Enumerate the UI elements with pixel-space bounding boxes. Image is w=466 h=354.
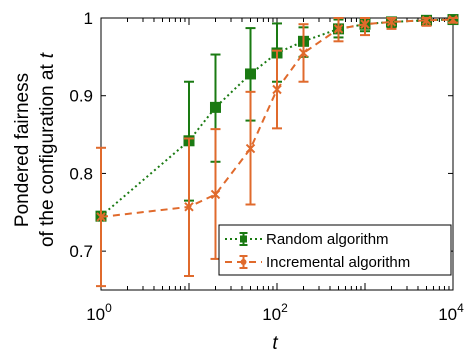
data-point [448,14,458,25]
x-tick-label-base: 10 [86,305,105,324]
x-tick-label: 102 [262,301,288,324]
x-tick-label-base: 10 [262,305,281,324]
legend-entry-random: Random algorithm [225,231,389,248]
data-point [421,15,432,26]
legend-marker-sample [240,259,247,265]
x-tick-label: 104 [438,301,464,324]
y-axis-label-line2: of the configuration at [37,64,58,247]
data-point [184,202,194,212]
legend-box [218,224,452,276]
y-axis-label-line1: Pondered fairness [12,73,33,227]
data-point [209,101,221,113]
series-line [100,18,454,218]
data-point [272,84,282,95]
x-tick-label-exponent: 0 [105,301,112,315]
y-tick-label: 0.8 [69,164,93,183]
data-point [96,212,106,222]
series-line [100,18,454,217]
series-incremental [96,14,458,288]
legend-entry-incremental: Incremental algorithm [225,254,410,271]
y-tick-label: 0.9 [69,87,93,106]
x-tick-label-base: 10 [438,305,457,324]
y-tick-label: 0.7 [69,242,93,261]
legend-label-incremental: Incremental algorithm [266,254,410,271]
x-axis-label: t [272,333,278,354]
data-point [245,143,256,154]
data-point [298,48,309,58]
x-tick-label: 100 [86,301,112,324]
x-tick-label-exponent: 2 [281,301,288,315]
data-point [386,17,397,27]
y-axis-label-variable: t [37,52,58,58]
data-point [245,68,257,80]
data-point [360,19,370,29]
data-point [210,189,221,200]
y-axis-label-second: of the configuration at t [37,52,58,247]
legend-label-random: Random algorithm [266,231,389,248]
legend-marker-sample [240,235,247,243]
legend: Random algorithm Incremental algorithm [218,224,452,276]
data-point [333,24,344,34]
x-tick-label-exponent: 4 [457,301,464,315]
y-axis-label: Pondered fairness [12,73,33,227]
y-tick-label: 1 [84,9,93,28]
